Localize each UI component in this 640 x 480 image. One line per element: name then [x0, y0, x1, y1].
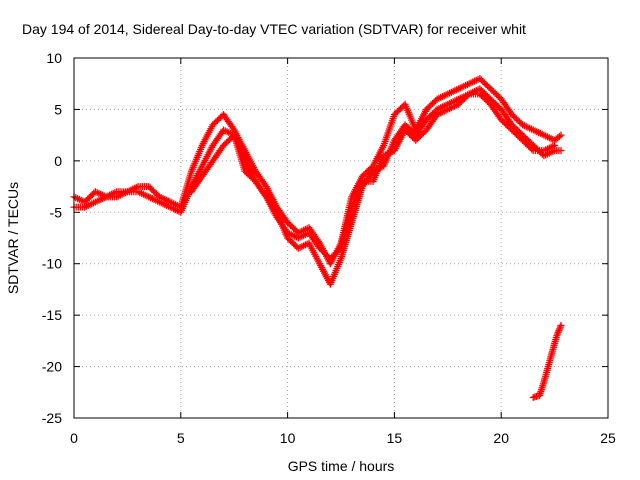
data-point: [528, 145, 536, 153]
data-point: [557, 147, 565, 155]
x-tick-label: 0: [70, 430, 78, 446]
x-tick-label: 25: [600, 430, 616, 446]
data-point: [464, 91, 472, 99]
y-tick-label: -15: [42, 307, 62, 323]
x-tick-label: 10: [280, 430, 296, 446]
y-axis-label: SDTVAR / TECUs: [5, 182, 21, 294]
y-tick-label: 0: [54, 153, 62, 169]
data-point: [557, 131, 565, 139]
x-tick-label: 15: [387, 430, 403, 446]
y-tick-label: -5: [50, 204, 63, 220]
x-axis-label: GPS time / hours: [288, 458, 395, 474]
data-marks: [70, 75, 565, 401]
y-tick-label: -25: [42, 410, 62, 426]
x-tick-label: 20: [493, 430, 509, 446]
y-tick-label: 10: [46, 50, 62, 66]
axis-ticks: 0 5 10 15 20 25 -25 -20 -15 -10 -5 0 5 10: [42, 50, 616, 446]
y-tick-label: -20: [42, 359, 62, 375]
data-point: [555, 132, 563, 140]
chart-title: Day 194 of 2014, Sidereal Day-to-day VTE…: [22, 21, 526, 37]
data-point: [557, 321, 565, 329]
x-tick-label: 5: [177, 430, 185, 446]
data-point: [551, 141, 559, 149]
y-tick-label: -10: [42, 256, 62, 272]
data-point: [335, 246, 343, 254]
plot-frame: [73, 57, 609, 419]
y-tick-label: 5: [54, 101, 62, 117]
